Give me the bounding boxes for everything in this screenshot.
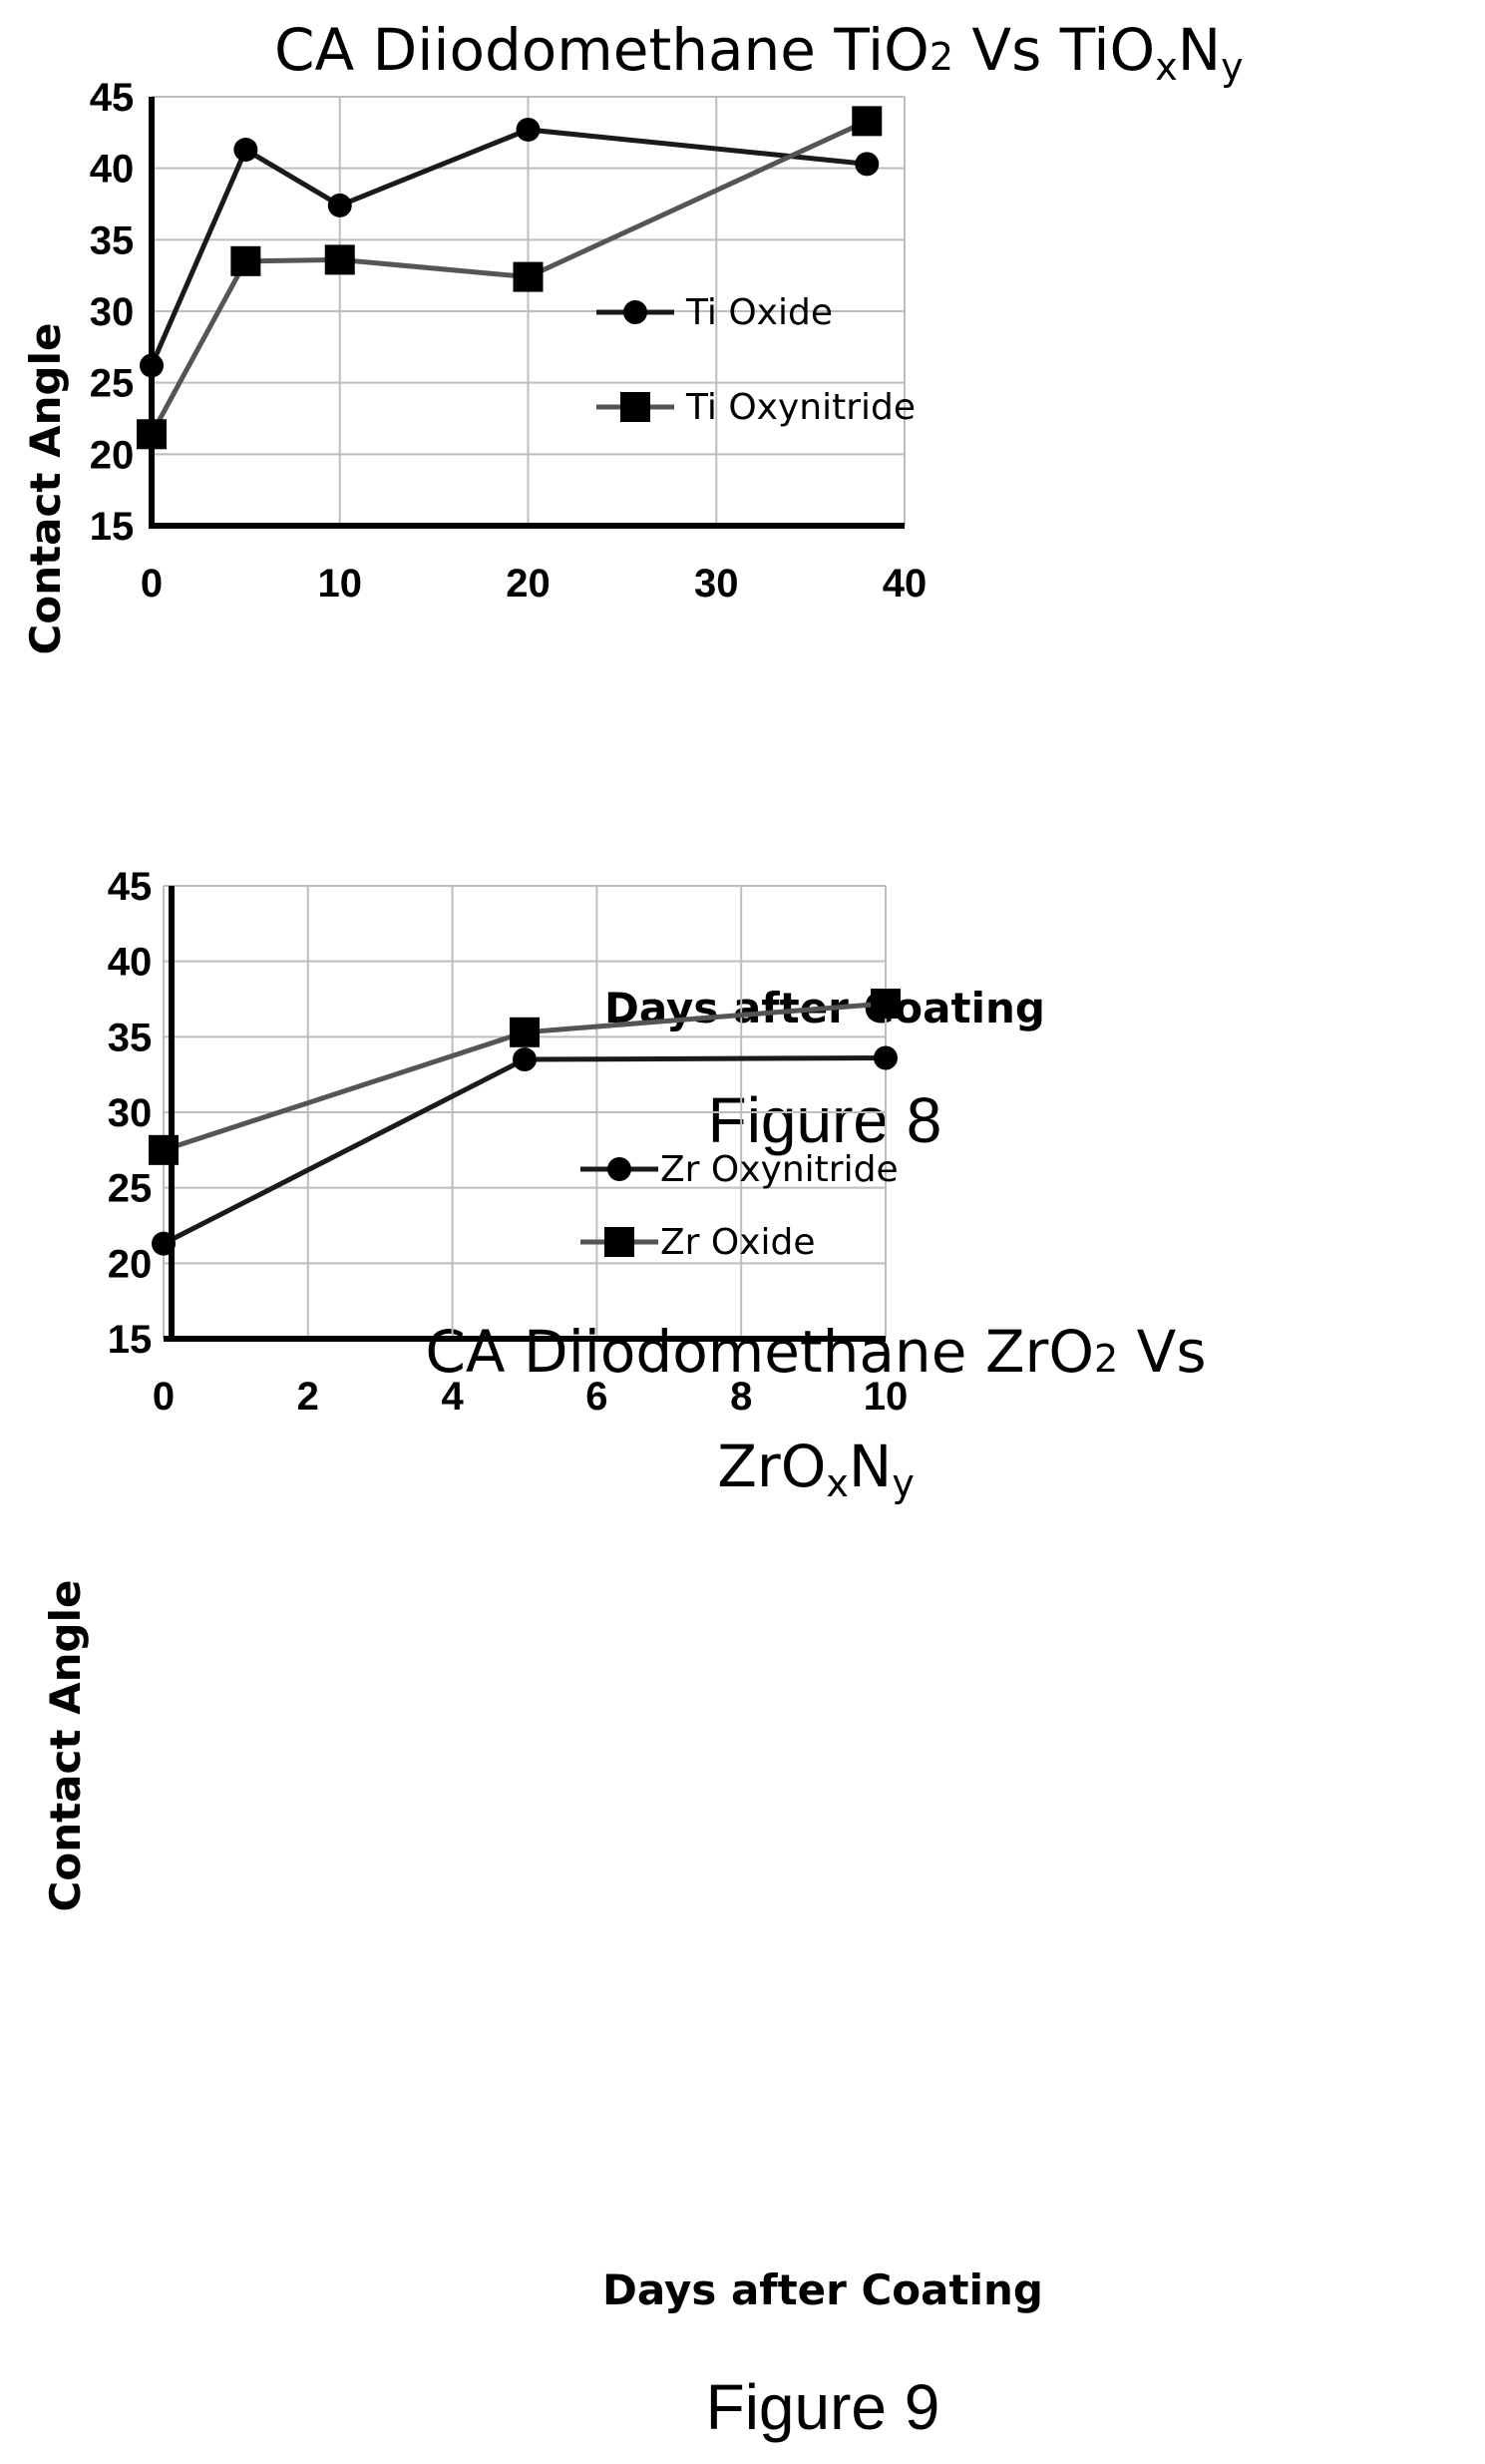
axes bbox=[149, 97, 905, 529]
legend-label: Ti Oxynitride bbox=[685, 387, 916, 428]
legend: Ti Oxide Ti Oxynitride bbox=[596, 292, 916, 428]
legend-marker bbox=[604, 1227, 634, 1257]
x-axis-label: Days after Coating bbox=[602, 2265, 1043, 2314]
data-point bbox=[327, 193, 352, 217]
legend-label: Zr Oxide bbox=[660, 1222, 816, 1263]
y-tick-labels: 15 20 25 30 35 40 45 bbox=[90, 76, 135, 549]
y-tick-label: 40 bbox=[108, 941, 153, 985]
data-point bbox=[874, 1045, 898, 1070]
x-tick-labels: 0 2 4 6 8 10 bbox=[153, 1375, 908, 1419]
legend-label: Zr Oxynitride bbox=[660, 1149, 899, 1190]
x-tick-labels: 0 10 20 30 40 bbox=[141, 562, 927, 606]
legend-label: Ti Oxide bbox=[685, 292, 833, 333]
y-tick-label: 20 bbox=[90, 433, 135, 477]
data-point bbox=[871, 989, 901, 1020]
x-tick-label: 0 bbox=[153, 1375, 175, 1419]
y-tick-label: 15 bbox=[90, 505, 135, 549]
x-tick-label: 30 bbox=[694, 562, 739, 606]
y-tick-label: 25 bbox=[90, 362, 135, 406]
y-tick-label: 20 bbox=[108, 1242, 153, 1286]
x-tick-label: 20 bbox=[506, 562, 551, 606]
legend-item: Ti Oxynitride bbox=[596, 387, 916, 428]
data-point bbox=[324, 244, 355, 275]
x-tick-label: 4 bbox=[441, 1375, 464, 1419]
x-tick-label: 8 bbox=[730, 1375, 752, 1419]
legend-marker bbox=[623, 300, 647, 324]
legend-marker bbox=[607, 1157, 631, 1181]
x-tick-label: 10 bbox=[318, 562, 363, 606]
y-tick-label: 25 bbox=[108, 1167, 153, 1211]
data-point bbox=[516, 117, 541, 142]
chart-figure-9: CA Diiodomethane ZrO2 Vs ZrOxNy 15202530… bbox=[41, 865, 1207, 2443]
y-tick-label: 30 bbox=[90, 290, 135, 334]
legend-marker bbox=[620, 392, 650, 422]
y-tick-label: 15 bbox=[108, 1318, 153, 1362]
y-tick-label: 45 bbox=[90, 76, 135, 120]
legend-item: Zr Oxynitride bbox=[580, 1149, 899, 1190]
data-point bbox=[513, 1047, 537, 1072]
y-tick-label: 35 bbox=[90, 218, 135, 262]
chart-title-line-1: CA Diiodomethane ZrO2 Vs bbox=[425, 1318, 1206, 1386]
figure-caption: Figure 8 bbox=[708, 1084, 942, 1156]
data-point bbox=[233, 138, 258, 163]
y-tick-label: 40 bbox=[90, 148, 135, 192]
x-tick-label: 40 bbox=[883, 562, 928, 606]
x-tick-label: 0 bbox=[141, 562, 163, 606]
y-tick-label: 45 bbox=[108, 865, 153, 909]
y-tick-labels: 15 20 25 30 35 40 45 bbox=[108, 865, 153, 1362]
y-tick-label: 35 bbox=[108, 1016, 153, 1059]
series-layer bbox=[149, 989, 901, 1256]
data-point bbox=[852, 106, 883, 137]
data-point bbox=[230, 245, 261, 276]
data-point bbox=[855, 152, 880, 177]
axes bbox=[164, 886, 886, 1342]
data-point bbox=[513, 261, 544, 292]
data-point bbox=[510, 1017, 540, 1047]
y-tick-label: 30 bbox=[108, 1091, 153, 1135]
chart-title: CA Diiodomethane TiO2 Vs TiOxNy bbox=[274, 16, 1244, 89]
y-axis-label: Contact Angle bbox=[41, 1580, 90, 1912]
series-layer bbox=[137, 106, 883, 450]
figure-caption: Figure 9 bbox=[706, 2371, 940, 2443]
legend-item: Zr Oxide bbox=[580, 1222, 816, 1263]
x-tick-label: 6 bbox=[585, 1375, 607, 1419]
x-tick-label: 10 bbox=[864, 1375, 909, 1419]
legend-item: Ti Oxide bbox=[596, 292, 833, 333]
chart-title-line-2: ZrOxNy bbox=[717, 1433, 915, 1505]
chart-figure-8: CA Diiodomethane TiO2 Vs TiOxNy 15 20 25 30… bbox=[21, 16, 1244, 1156]
y-axis-label: Contact Angle bbox=[21, 323, 70, 655]
x-tick-label: 2 bbox=[297, 1375, 319, 1419]
legend: Zr Oxynitride Zr Oxide bbox=[580, 1149, 899, 1263]
